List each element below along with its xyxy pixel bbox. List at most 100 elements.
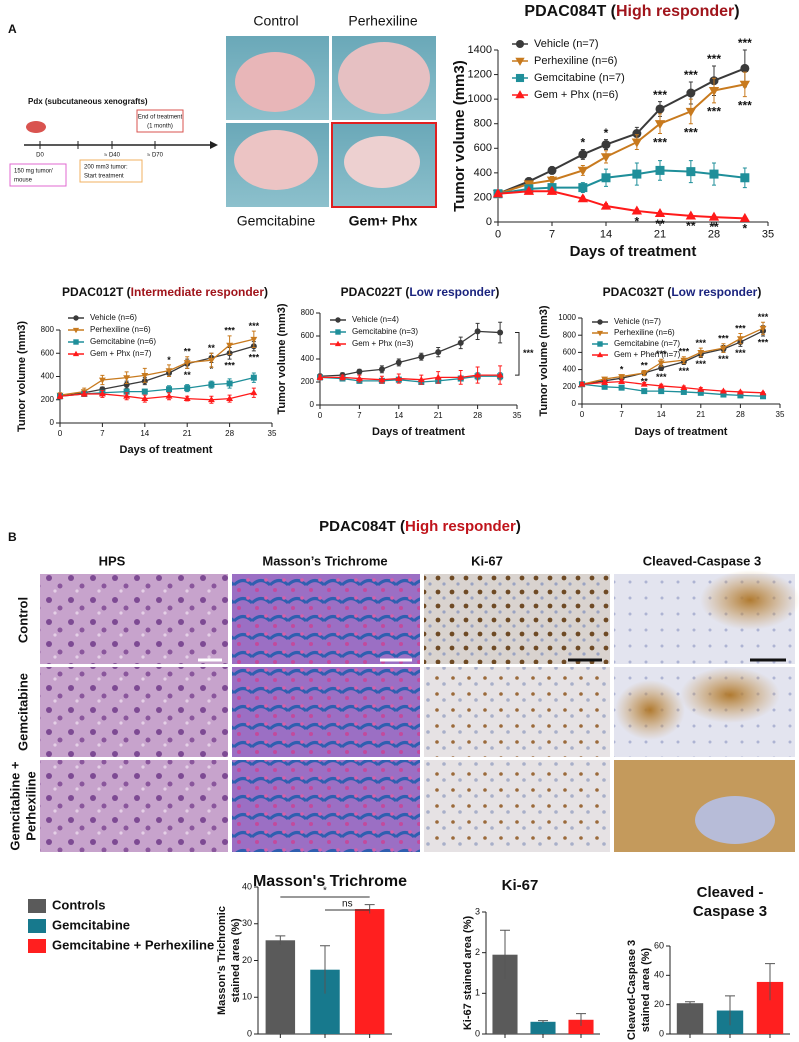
series-line [497,67,746,195]
y-tick-label: 1 [475,988,480,998]
y-tick-label: 20 [654,999,664,1009]
marker [596,351,604,358]
x-tick-label: 28 [736,410,745,419]
box-text: 150 mg tumor/ [14,169,53,175]
marker [578,380,586,387]
series-line [497,190,745,220]
bar [265,940,296,1034]
y-tick-label: 200 [563,382,577,391]
marker [250,389,258,396]
y-tick-label: 600 [301,331,315,340]
marker [736,388,744,395]
day-label: ≈ D40 [104,153,121,159]
marker [708,211,720,221]
significance: *** [656,372,667,382]
title-part: High responder [405,518,516,535]
micrograph [424,574,610,664]
histology-title: PDAC084T (High responder) [319,518,521,535]
error-bar [685,1001,695,1005]
photo-label: Gem+ Phx [349,213,418,229]
x-tick-label: 7 [549,229,555,241]
marker [378,376,386,383]
day-label: D0 [36,153,44,159]
x-tick-label: 7 [619,410,624,419]
significance: * [323,886,327,897]
marker [720,391,727,398]
marker [596,330,604,337]
line-chart: PDAC032T (Low responder) 0 200 400 600 800 100… [538,285,785,438]
marker [165,368,173,375]
marker [686,88,696,98]
title-part: High responder [616,3,734,20]
marker [578,183,588,193]
marker [395,359,402,366]
photos: Control Perhexiline Gemcitabine Gem+ Phx [226,13,437,229]
marker [457,339,464,346]
legend-label: Perhexiline (n=6) [90,325,151,334]
marker [226,380,233,387]
series-line [319,375,501,383]
marker [515,73,525,83]
significance: * [581,136,586,150]
marker [165,392,173,399]
marker [378,366,385,373]
line-chart: PDAC084T (High responder) 0 200 400 600 800 10… [451,3,774,260]
legend-label: Perhexiline (n=6) [614,328,675,337]
legend-label: Gem + Phx (n=6) [534,89,618,101]
x-tick-label: 21 [654,229,666,241]
title-part: PDAC012T ( [62,285,131,299]
marker [515,39,525,49]
significance: *** [249,321,260,331]
y-tick-label: 400 [301,354,315,363]
y-tick-label: 800 [474,118,492,130]
series-line [581,383,764,397]
line-chart: PDAC022T (Low responder) 0 200 400 600 800 0 7 1… [276,285,534,438]
error-bar [364,904,375,914]
significance: *** [718,354,729,364]
legend-label: Gem + Phx (n=3) [352,339,414,348]
y-tick-label: 0 [247,1028,252,1038]
y-tick-label: 30 [242,918,252,928]
marker [601,140,611,150]
marker [435,349,442,356]
significance: *** [718,334,729,344]
mouse [235,52,315,112]
bracket [515,332,520,376]
title-part: ) [264,285,268,299]
legend-label: Gemcitabine [52,917,130,932]
marker [141,388,148,395]
title-part: PDAC084T ( [319,518,405,535]
marker [226,342,234,349]
significance: *** [224,326,235,336]
y-tick-label: 200 [474,191,492,203]
significance: *** [656,349,667,359]
micrograph [232,667,420,757]
y-tick-label: 0 [659,1028,664,1038]
significance: ** [655,217,665,231]
marker [719,387,727,394]
significance: *** [684,68,698,82]
y-tick-label: 0 [486,216,492,228]
photo-label: Perhexiline [348,13,417,29]
marker [123,375,131,382]
histology: PDAC084T (High responder) HPS Masson’s T… [7,518,799,852]
bar-chart: Cleaved - Caspase 3 Cleaved-Caspase 3 stain… [626,884,790,1040]
arrow [210,141,218,149]
marker [546,185,558,195]
significance: * [210,364,214,374]
marker [618,384,625,391]
box-text: (1 month) [147,124,173,130]
row-label: Control [15,597,30,643]
marker [686,167,696,177]
marker [417,376,425,383]
marker [597,319,603,325]
marker [658,388,665,395]
significance: *** [684,125,698,139]
marker [98,390,106,397]
row-label: Gemcitabine [15,673,30,751]
marker [680,357,688,364]
marker [355,374,363,381]
x-tick-label: 0 [318,411,323,420]
marker [740,63,750,73]
